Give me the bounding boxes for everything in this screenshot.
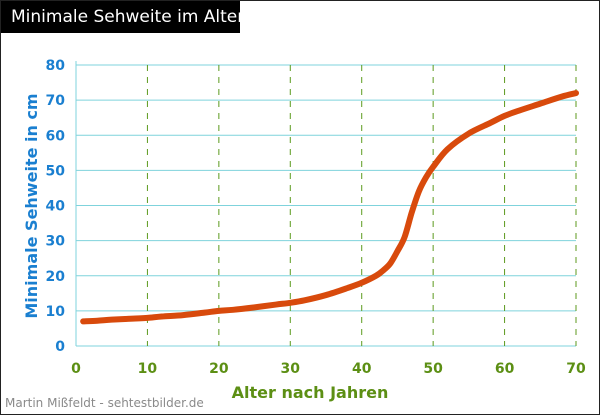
x-tick-label: 60	[495, 361, 515, 377]
y-tick-label: 0	[55, 339, 65, 355]
x-tick-label: 40	[352, 361, 372, 377]
x-tick-label: 20	[209, 361, 229, 377]
y-tick-label: 40	[46, 199, 66, 215]
y-tick-label: 20	[46, 269, 66, 285]
x-tick-label: 30	[281, 361, 301, 377]
y-tick-label: 80	[46, 58, 66, 74]
y-tick-label: 60	[46, 128, 66, 144]
x-tick-label: 70	[566, 361, 586, 377]
curve-line	[80, 90, 579, 325]
credit-text: Martin Mißfeldt - sehtestbilder.de	[5, 396, 204, 410]
x-axis-label: Alter nach Jahren	[232, 383, 389, 402]
y-tick-label: 70	[46, 93, 66, 109]
x-tick-label: 10	[138, 361, 158, 377]
chart-title: Minimale Sehweite im Alter:	[1, 1, 250, 33]
y-tick-label: 10	[46, 304, 66, 320]
y-tick-label: 50	[46, 163, 66, 179]
y-axis-label: Minimale Sehweite in cm	[22, 93, 41, 318]
x-tick-label: 50	[423, 361, 443, 377]
y-tick-label: 30	[46, 234, 66, 250]
x-tick-label: 0	[71, 361, 81, 377]
